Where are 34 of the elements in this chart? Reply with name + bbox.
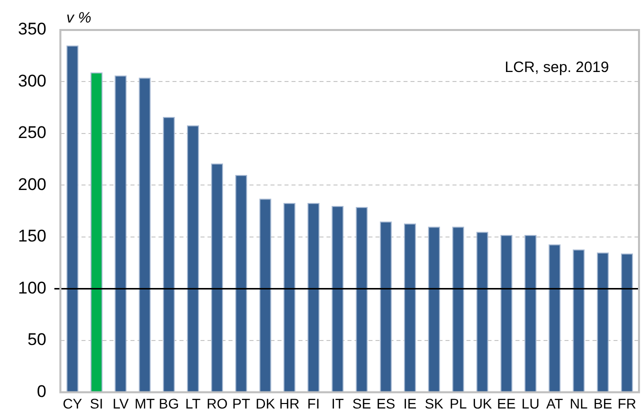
y-tick-label: 50 bbox=[27, 330, 46, 350]
x-tick-label: NL bbox=[570, 395, 588, 412]
y-tick-label: 250 bbox=[18, 123, 46, 142]
y-tick-label: 300 bbox=[18, 71, 46, 90]
x-tick-label: HR bbox=[279, 395, 300, 412]
y-tick-label: 100 bbox=[18, 278, 46, 298]
x-tick-label: BE bbox=[593, 395, 612, 412]
x-tick-label: SE bbox=[352, 395, 372, 412]
x-tick-label: IE bbox=[403, 395, 417, 412]
x-tick-label: CY bbox=[62, 395, 83, 412]
x-tick-label: RO bbox=[206, 395, 228, 412]
y-axis-title: v % bbox=[66, 10, 92, 27]
y-tick-label: 0 bbox=[36, 382, 46, 401]
x-tick-label: LU bbox=[522, 395, 540, 412]
y-tick-label: 200 bbox=[18, 174, 46, 194]
x-tick-label: FR bbox=[618, 395, 636, 412]
x-tick-label: PT bbox=[232, 395, 251, 412]
x-tick-label: FI bbox=[307, 395, 320, 412]
x-tick-label: LT bbox=[185, 395, 202, 412]
x-tick-label: AT bbox=[546, 395, 564, 412]
x-tick-label: LV bbox=[112, 395, 130, 412]
annotation: LCR, sep. 2019 bbox=[504, 59, 609, 76]
x-tick-label: EE bbox=[497, 395, 516, 412]
y-tick-label: 350 bbox=[18, 20, 46, 39]
x-tick-label: PL bbox=[450, 395, 467, 412]
x-tick-label: BG bbox=[158, 395, 179, 412]
x-tick-label: ES bbox=[376, 395, 396, 412]
x-tick-label: UK bbox=[472, 395, 493, 412]
x-tick-label: SK bbox=[424, 395, 444, 412]
y-tick-label: 150 bbox=[18, 226, 46, 246]
x-tick-label: DK bbox=[256, 395, 276, 412]
x-tick-label: MT bbox=[134, 395, 156, 412]
x-tick-label: SI bbox=[90, 395, 104, 412]
x-tick-label: IT bbox=[331, 395, 344, 412]
